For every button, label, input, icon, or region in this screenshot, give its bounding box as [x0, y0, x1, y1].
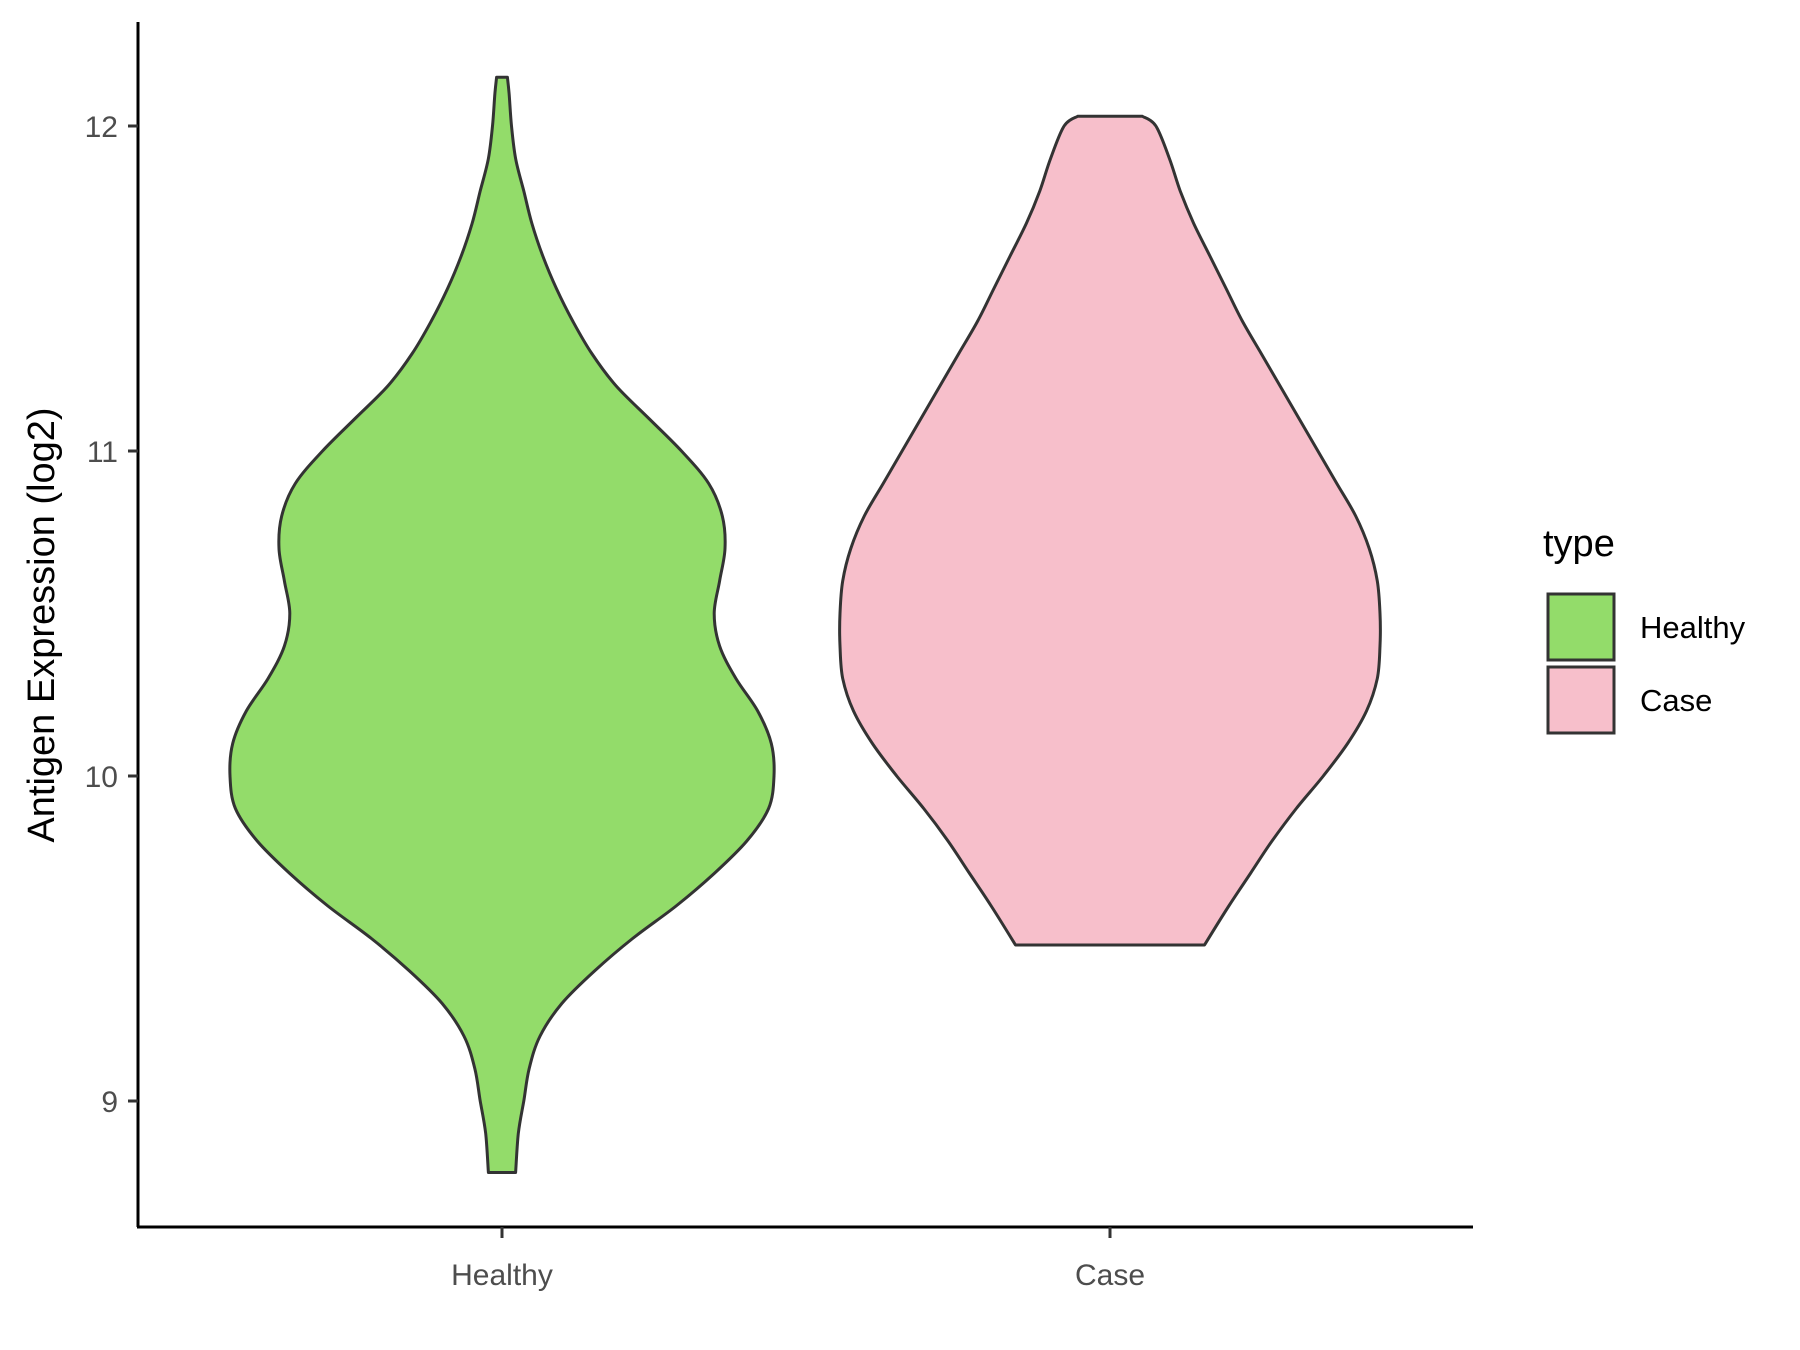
- x-tick-label: Case: [1075, 1259, 1145, 1292]
- legend-label-case: Case: [1640, 683, 1712, 718]
- x-ticks: Healthy Case: [451, 1227, 1145, 1292]
- legend-swatch-case: [1546, 665, 1616, 735]
- violin-healthy: [228, 75, 776, 1174]
- y-ticks: 9 10 11 12: [85, 111, 138, 1119]
- legend-title: type: [1543, 523, 1615, 565]
- x-tick-label: Healthy: [451, 1259, 553, 1292]
- legend-swatch-healthy: [1546, 592, 1616, 662]
- y-tick-label: 12: [85, 111, 118, 144]
- y-tick-label: 9: [101, 1086, 118, 1119]
- y-axis-title: Antigen Expression (log2): [21, 407, 63, 842]
- y-tick-label: 10: [85, 761, 118, 794]
- legend: type Healthy Case: [1543, 523, 1746, 735]
- y-tick-label: 11: [87, 436, 118, 469]
- violin-layer: [228, 75, 1382, 1174]
- violin-case: [838, 114, 1382, 947]
- legend-label-healthy: Healthy: [1640, 610, 1746, 645]
